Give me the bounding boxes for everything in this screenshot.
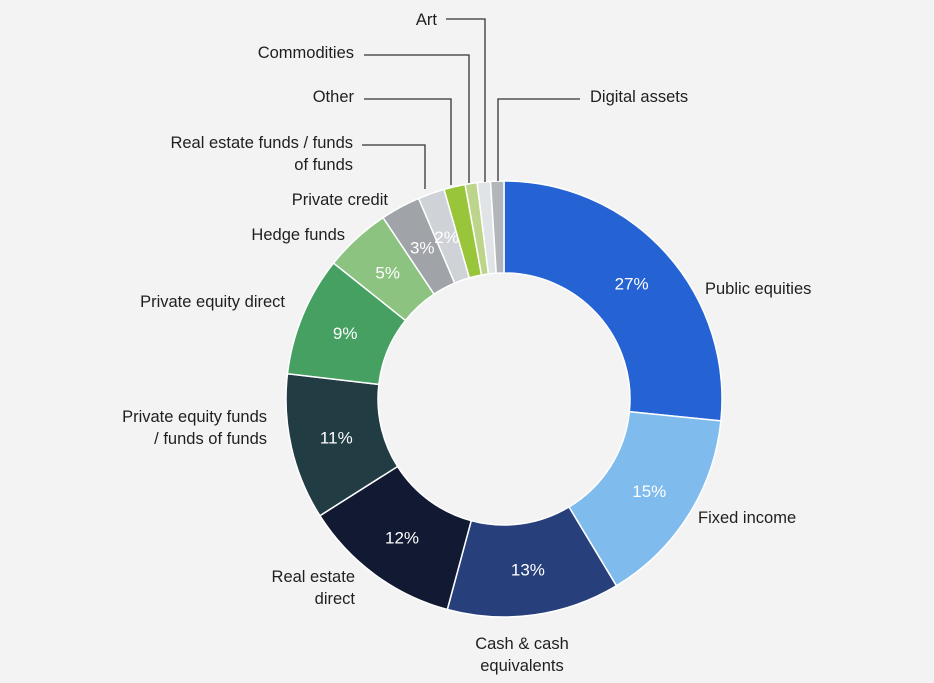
category-label-private-credit: Private credit: [292, 191, 389, 209]
leader-line-other: [364, 98, 452, 185]
value-label-hedge-funds: 5%: [375, 263, 400, 282]
category-label-digital-assets: Digital assets: [590, 88, 688, 106]
slice-digital-assets: [489, 180, 505, 275]
leader-line-real-estate-funds-funds-of-funds: [362, 144, 426, 189]
slice-category-labels: Public equities Fixed income Cash & cash eq…: [122, 11, 811, 675]
donut-slices: [285, 180, 723, 618]
category-label-real-estate-direct: Real estate direct: [272, 568, 356, 608]
slice-public-equities: [503, 180, 723, 422]
category-label-commodities: Commodities: [258, 44, 354, 62]
value-label-public-equities: 27%: [615, 275, 649, 294]
slice-value-labels: 27% 15% 13% 12% 11% 9% 5% 3%2%: [320, 228, 666, 579]
value-label-real-estate-funds-funds-of-funds: 2%: [434, 228, 459, 247]
category-label-private-equity-funds-funds-of-funds: Private equity funds / funds of funds: [122, 408, 267, 448]
value-label-fixed-income: 15%: [632, 482, 666, 501]
leader-lines: [362, 18, 580, 189]
category-label-public-equities: Public equities: [705, 280, 811, 298]
category-label-art: Art: [416, 11, 438, 29]
category-label-fixed-income: Fixed income: [698, 509, 796, 527]
value-label-private-equity-direct: 9%: [333, 324, 358, 343]
category-label-cash-cash-equivalents: Cash & cash equivalents: [475, 635, 569, 675]
value-label-private-credit: 3%: [410, 239, 435, 258]
category-label-private-equity-direct: Private equity direct: [140, 293, 285, 311]
leader-line-commodities: [364, 54, 470, 183]
value-label-private-equity-funds-funds-of-funds: 11%: [320, 428, 353, 447]
category-label-other: Other: [313, 88, 355, 106]
category-label-real-estate-funds-funds-of-funds: Real estate funds / funds of funds: [170, 134, 353, 174]
leader-line-digital-assets: [497, 98, 580, 181]
value-label-real-estate-direct: 12%: [385, 529, 419, 548]
leader-line-art: [446, 18, 486, 182]
value-label-cash-cash-equivalents: 13%: [511, 560, 545, 579]
category-label-hedge-funds: Hedge funds: [251, 226, 345, 244]
